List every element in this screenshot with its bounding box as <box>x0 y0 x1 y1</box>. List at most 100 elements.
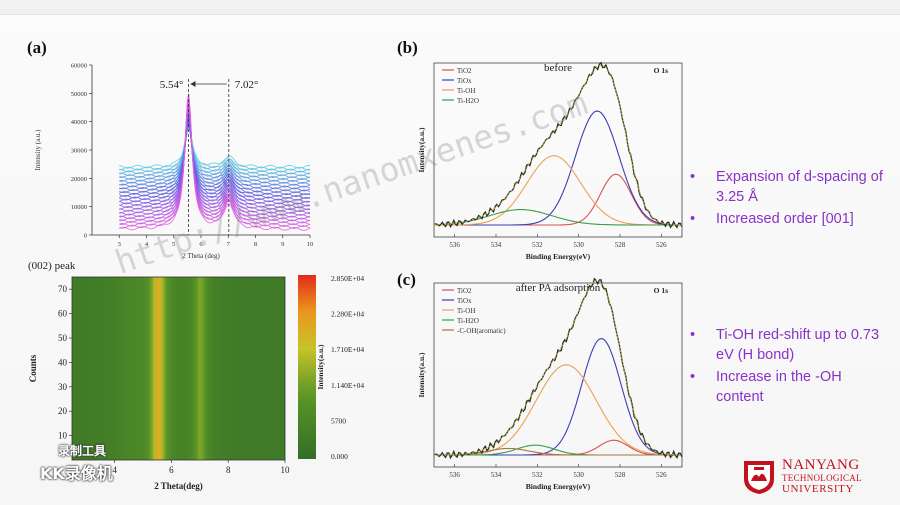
y-tick-label: 30 <box>58 382 68 392</box>
ntu-logo: NANYANG TECHNOLOGICAL UNIVERSITY <box>738 457 888 497</box>
x-tick-label: 536 <box>449 241 460 249</box>
x-tick-label: 526 <box>656 241 667 249</box>
x-axis-label: Binding Energy(eV) <box>526 252 591 261</box>
logo-sub1: TECHNOLOGICAL <box>782 473 862 483</box>
recorder-badge: 录制工具 KK录像机 <box>40 440 135 490</box>
waterfall-curve <box>119 122 311 179</box>
x-tick-label: 528 <box>615 241 626 249</box>
waterfall-curve <box>119 112 311 207</box>
x-tick-label: 4 <box>112 465 117 475</box>
x-axis-label: 2 Theta(deg) <box>154 481 203 491</box>
y-axis-label: Intensity(a.u.) <box>417 352 426 398</box>
legend-label: TiO2 <box>457 67 472 75</box>
y-tick-label: 30000 <box>71 148 87 155</box>
x-tick-label: 9 <box>281 241 284 248</box>
ntu-crest-icon <box>744 461 774 494</box>
y-tick-label: 40 <box>58 357 68 367</box>
legend-label: TiOx <box>457 77 472 85</box>
peak-label-right: 7.02° <box>235 79 259 91</box>
colorbar <box>298 275 316 459</box>
waterfall-curve <box>119 123 311 184</box>
waterfall-curve <box>119 125 311 169</box>
x-tick-label: 534 <box>491 241 502 249</box>
waterfall-curve <box>119 109 311 211</box>
bullet-item: Expansion of d-spacing of 3.25 Å <box>688 167 893 207</box>
bullet-item: Increase in the -OH content <box>688 367 893 407</box>
waterfall-curve <box>119 118 311 196</box>
colorbar-tick-label: 1.710E+04 <box>331 345 364 354</box>
x-axis-label: Binding Energy(eV) <box>526 482 591 491</box>
x-tick-label: 532 <box>532 471 543 479</box>
x-tick-label: 10 <box>307 241 314 248</box>
waterfall-curve <box>119 117 311 197</box>
component-curve <box>434 364 682 456</box>
waterfall-curve <box>119 121 311 182</box>
waterfall-curve <box>119 125 310 173</box>
x-tick-label: 3 <box>118 241 121 248</box>
legend-label: -C-OH(aromatic) <box>457 327 506 335</box>
x-tick-label: 10 <box>281 465 291 475</box>
x-tick-label: 6 <box>169 465 174 475</box>
y-tick-label: 10000 <box>71 204 87 211</box>
colorbar-tick-label: 5700 <box>331 416 346 425</box>
legend-label: TiOx <box>457 297 472 305</box>
y-tick-label: 0 <box>84 233 87 240</box>
plot-frame <box>433 282 683 468</box>
legend-label: Ti-H2O <box>457 97 479 105</box>
y-tick-label: 50 <box>58 333 68 343</box>
waterfall-curve <box>119 94 311 231</box>
x-tick-label: 532 <box>532 241 543 249</box>
panel-a-label: (a) <box>27 38 47 57</box>
colorbar-tick-label: 2.850E+04 <box>331 274 364 283</box>
y-tick-label: 40000 <box>71 119 87 126</box>
waterfall-curve <box>119 123 311 175</box>
xps-before-chart: 536 534 532 530 528 526 Binding Energy(eV) Inte… <box>417 61 683 261</box>
y-tick-label: 20000 <box>71 176 87 183</box>
xrd-heatmap-chart: (002) peak 4 6 8 10 10 20 30 40 50 60 70 2 Theta(deg… <box>28 260 364 491</box>
y-axis-label: Intensity (a.u.) <box>34 129 42 171</box>
heatmap-title: (002) peak <box>28 260 76 272</box>
x-tick-label: 7 <box>227 241 231 248</box>
bullet-item: Increased order [001] <box>688 209 893 229</box>
waterfall-curve <box>119 113 311 205</box>
waterfall-curve <box>119 103 311 218</box>
y-tick-label: 70 <box>58 284 68 294</box>
peak-label-left: 5.54° <box>160 79 184 91</box>
waterfall-curve <box>119 98 311 228</box>
x-axis-label: 2 Theta (deg) <box>182 252 220 260</box>
plot-frame <box>433 62 683 238</box>
x-tick-label: 534 <box>491 471 502 479</box>
y-tick-label: 10 <box>58 431 68 441</box>
envelope-fit-curve <box>433 64 682 226</box>
top-bar <box>0 0 900 15</box>
logo-name: NANYANG <box>782 457 860 473</box>
y-tick-label: 20 <box>58 406 68 416</box>
x-tick-label: 5 <box>172 241 175 248</box>
panel-c-label: (c) <box>397 270 416 289</box>
legend-label: Ti-H2O <box>457 317 479 325</box>
y-tick-label: 60 <box>58 309 68 319</box>
waterfall-curve <box>119 124 311 171</box>
x-tick-label: 530 <box>573 241 584 249</box>
colorbar-tick-label: 0.000 <box>331 452 348 461</box>
component-curve <box>434 338 682 456</box>
corner-label: O 1s <box>654 66 668 75</box>
x-tick-label: 8 <box>226 465 231 475</box>
legend-label: TiO2 <box>457 287 472 295</box>
y-tick-label: 50000 <box>71 91 87 98</box>
colorbar-label: Intensity(a.u.) <box>316 344 325 390</box>
heatmap-frame <box>71 276 286 461</box>
waterfall-curve <box>119 100 311 222</box>
raw-data-curve <box>433 61 683 229</box>
x-tick-label: 530 <box>573 471 584 479</box>
waterfall-curve <box>119 122 311 188</box>
waterfall-curve <box>119 106 310 214</box>
logo-sub2: UNIVERSITY <box>782 483 854 495</box>
waterfall-curve <box>119 101 311 224</box>
xps-after-chart: 536 534 532 530 528 526 Binding Energy(eV) Inte… <box>417 277 683 491</box>
corner-label: O 1s <box>654 286 668 295</box>
x-tick-label: 536 <box>449 471 460 479</box>
envelope-fit-curve <box>434 280 682 456</box>
x-tick-label: 4 <box>145 241 149 248</box>
